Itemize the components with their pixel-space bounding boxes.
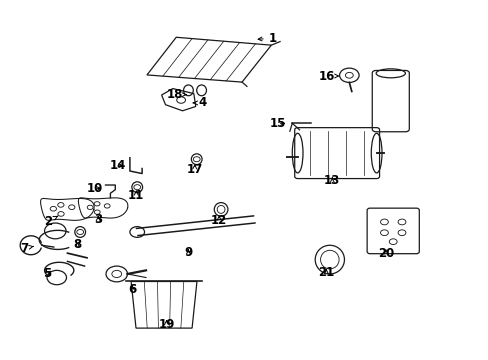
Text: 21: 21 <box>318 266 334 279</box>
Text: 11: 11 <box>128 189 144 202</box>
Text: 18: 18 <box>167 88 186 101</box>
Text: 16: 16 <box>318 69 338 82</box>
Text: 4: 4 <box>193 96 207 109</box>
Text: 7: 7 <box>20 242 34 255</box>
Text: 20: 20 <box>377 247 393 260</box>
Text: 8: 8 <box>74 238 81 251</box>
Text: 14: 14 <box>109 159 125 172</box>
Text: 12: 12 <box>211 214 227 227</box>
Text: 3: 3 <box>94 213 102 226</box>
Text: 6: 6 <box>128 283 136 296</box>
Text: 5: 5 <box>43 267 51 280</box>
Text: 17: 17 <box>186 163 203 176</box>
Text: 15: 15 <box>269 117 285 130</box>
Text: 1: 1 <box>258 32 276 45</box>
Text: 19: 19 <box>158 318 174 331</box>
Text: 10: 10 <box>86 183 102 195</box>
Text: 9: 9 <box>184 246 192 259</box>
Text: 2: 2 <box>44 215 58 228</box>
Text: 13: 13 <box>324 174 340 187</box>
